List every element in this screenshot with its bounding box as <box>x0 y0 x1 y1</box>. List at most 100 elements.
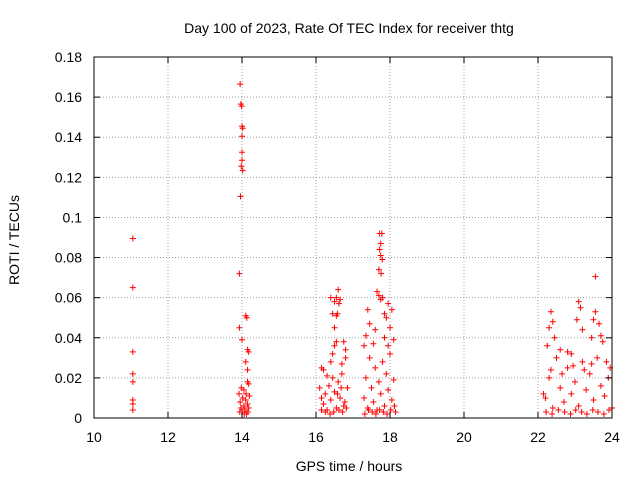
data-point <box>387 350 393 357</box>
data-point <box>579 326 586 333</box>
data-point <box>376 246 383 253</box>
data-point <box>366 320 373 327</box>
data-point <box>597 382 604 389</box>
data-point <box>239 149 245 156</box>
data-point <box>239 167 246 174</box>
data-point <box>551 334 558 341</box>
data-point <box>129 406 136 413</box>
data-point <box>243 390 250 397</box>
data-point <box>245 348 252 355</box>
data-point <box>588 360 595 367</box>
data-point <box>129 348 136 355</box>
data-point <box>572 406 579 413</box>
data-point <box>564 364 571 371</box>
data-point <box>333 338 340 345</box>
grid-lines <box>94 57 612 418</box>
data-point <box>383 314 390 321</box>
data-point <box>543 408 550 415</box>
data-point <box>239 133 245 140</box>
data-point <box>129 400 136 407</box>
data-point <box>568 350 575 357</box>
data-point <box>392 408 399 415</box>
data-point <box>330 408 337 415</box>
data-point <box>240 386 247 393</box>
data-point <box>238 163 245 170</box>
y-axis-label: ROTI / TECUs <box>6 195 22 285</box>
data-point <box>390 336 397 343</box>
data-point <box>388 306 395 313</box>
data-point <box>555 406 562 413</box>
data-point <box>572 378 578 385</box>
data-point <box>335 300 342 307</box>
data-point <box>606 406 613 413</box>
x-tick-label: 20 <box>456 429 472 445</box>
data-point <box>596 320 603 327</box>
data-point <box>361 410 368 417</box>
data-point <box>388 396 395 403</box>
data-point <box>549 318 556 325</box>
data-point <box>239 157 245 164</box>
data-point <box>340 338 347 345</box>
data-point <box>236 390 243 397</box>
data-point <box>327 358 334 365</box>
data-point <box>573 316 580 323</box>
data-point <box>561 408 568 415</box>
data-point <box>564 348 571 355</box>
data-point <box>327 294 334 301</box>
data-point <box>381 334 388 341</box>
data-point <box>318 406 325 413</box>
data-point <box>383 370 390 377</box>
data-point <box>379 294 386 301</box>
data-point <box>236 324 243 331</box>
data-point <box>324 372 331 379</box>
data-point <box>245 404 252 411</box>
data-point <box>590 396 597 403</box>
data-point <box>599 338 606 345</box>
data-point <box>337 394 344 401</box>
data-point <box>381 402 388 409</box>
data-point <box>583 386 590 393</box>
data-point <box>334 310 341 317</box>
data-point <box>331 324 338 331</box>
data-point <box>376 406 383 413</box>
data-point <box>246 392 253 399</box>
data-point <box>338 360 345 367</box>
data-point <box>547 366 554 373</box>
x-tick-label: 16 <box>308 429 324 445</box>
data-point <box>375 292 382 299</box>
data-point <box>329 374 336 381</box>
data-point <box>369 408 376 415</box>
data-point <box>559 370 566 377</box>
data-point <box>390 376 397 383</box>
data-point <box>343 404 350 411</box>
x-tick-label: 12 <box>160 429 176 445</box>
y-tick-label: 0.12 <box>55 169 82 185</box>
data-point <box>320 400 327 407</box>
data-point <box>339 408 346 415</box>
data-point <box>378 270 385 277</box>
data-point <box>242 358 249 365</box>
data-point <box>578 408 585 415</box>
data-point <box>335 378 342 385</box>
chart-title: Day 100 of 2023, Rate Of TEC Index for r… <box>184 20 514 36</box>
y-tick-label: 0.02 <box>55 370 82 386</box>
data-point <box>338 384 345 391</box>
data-point <box>594 354 601 361</box>
plot-frame <box>93 56 613 419</box>
data-point <box>362 332 369 339</box>
data-point <box>575 298 582 305</box>
data-point <box>377 240 384 247</box>
data-point <box>242 396 249 403</box>
y-tick-label: 0.06 <box>55 290 82 306</box>
data-point <box>316 384 323 391</box>
data-point <box>240 402 247 409</box>
data-point <box>577 304 584 311</box>
data-point <box>237 193 244 200</box>
data-point <box>344 384 351 391</box>
data-point <box>327 410 334 417</box>
data-point <box>374 288 381 295</box>
data-point <box>335 286 342 293</box>
data-point <box>589 406 596 413</box>
data-point <box>542 394 549 401</box>
